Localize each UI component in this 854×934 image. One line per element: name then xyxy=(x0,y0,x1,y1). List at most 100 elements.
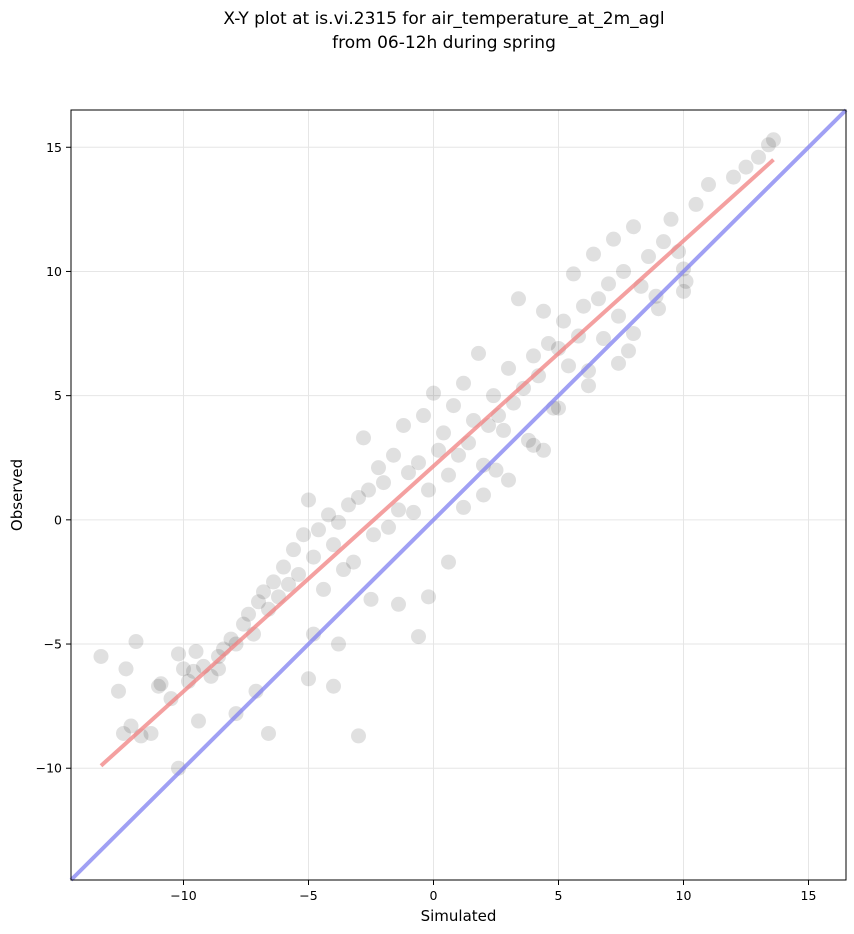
scatter-point xyxy=(688,196,704,212)
scatter-point xyxy=(111,683,126,699)
scatter-point xyxy=(241,606,256,622)
scatter-point xyxy=(261,725,276,741)
scatter-point xyxy=(586,246,601,262)
scatter-point xyxy=(501,472,516,488)
scatter-point xyxy=(436,425,451,441)
scatter-point xyxy=(616,263,631,279)
scatter-point xyxy=(486,388,501,404)
scatter-point xyxy=(406,504,421,520)
x-tick-label: 15 xyxy=(801,888,817,903)
scatter-point xyxy=(326,678,341,694)
scatter-point xyxy=(521,432,536,448)
scatter-point xyxy=(286,542,301,558)
scatter-point xyxy=(516,380,531,396)
scatter-point xyxy=(331,636,346,652)
scatter-point xyxy=(591,291,606,307)
scatter-point xyxy=(416,408,431,424)
scatter-point xyxy=(511,291,526,307)
scatter-point xyxy=(251,594,266,610)
scatter-point xyxy=(363,591,379,607)
scatter-point xyxy=(401,465,416,481)
scatter-point xyxy=(153,676,169,692)
y-tick-label: 10 xyxy=(46,264,62,279)
scatter-point xyxy=(531,368,546,384)
grid-lines xyxy=(71,110,846,880)
scatter-point xyxy=(536,303,551,319)
scatter-point xyxy=(163,691,179,707)
scatter-point xyxy=(371,460,386,476)
scatter-point xyxy=(411,455,426,471)
scatter-point xyxy=(296,527,311,543)
scatter-point xyxy=(171,646,186,662)
scatter-point xyxy=(256,584,271,600)
scatter-point xyxy=(471,345,486,361)
scatter-point xyxy=(651,301,666,317)
scatter-point xyxy=(411,629,426,645)
scatter-point xyxy=(488,462,504,478)
y-tick-label: 15 xyxy=(46,140,62,155)
scatter-point xyxy=(336,562,351,578)
scatter-point xyxy=(391,502,406,518)
scatter-point xyxy=(321,507,336,523)
scatter-point xyxy=(366,527,381,543)
scatter-point xyxy=(93,648,109,664)
scatter-point xyxy=(501,360,516,376)
x-tick-label: 10 xyxy=(676,888,692,903)
scatter-point xyxy=(236,616,251,632)
scatter-point xyxy=(341,497,356,513)
scatter-point xyxy=(143,725,159,741)
scatter-point xyxy=(726,169,741,185)
scatter-point xyxy=(621,343,636,359)
scatter-point xyxy=(188,643,204,659)
scatter-point xyxy=(738,159,754,175)
scatter-point xyxy=(441,554,456,570)
scatter-point xyxy=(641,249,656,265)
scatter-point xyxy=(396,417,411,433)
scatter-point xyxy=(426,385,441,401)
scatter-point xyxy=(176,661,191,677)
plot-frame xyxy=(70,109,847,881)
scatter-point xyxy=(301,492,316,508)
scatter-point xyxy=(123,718,139,734)
scatter-point xyxy=(626,219,641,235)
scatter-point xyxy=(601,276,616,292)
scatter-point xyxy=(678,273,694,289)
scatter-point xyxy=(421,589,436,605)
y-tick-label: 0 xyxy=(54,512,62,527)
scatter-point xyxy=(381,519,396,535)
scatter-point xyxy=(536,442,551,458)
scatter-point xyxy=(331,514,346,530)
scatter-point xyxy=(128,634,144,650)
scatter-point xyxy=(266,574,281,590)
x-axis-label: Simulated xyxy=(421,907,497,925)
fit-line xyxy=(99,158,775,768)
scatter-point xyxy=(561,358,576,374)
scatter-point xyxy=(496,422,511,438)
scatter-point xyxy=(391,596,406,612)
scatter-point xyxy=(451,447,466,463)
scatter-point xyxy=(656,234,671,250)
scatter-point xyxy=(316,581,331,597)
scatter-point xyxy=(556,313,571,329)
scatter-point xyxy=(421,482,436,498)
y-tick-label: −5 xyxy=(44,637,62,652)
scatter-point xyxy=(476,487,491,503)
x-tick-label: −10 xyxy=(170,888,196,903)
scatter-point xyxy=(611,355,626,371)
x-tick-label: −5 xyxy=(299,888,317,903)
scatter-point xyxy=(291,566,306,582)
scatter-point xyxy=(751,149,766,165)
scatter-point xyxy=(551,400,566,416)
scatter-point xyxy=(701,177,716,193)
x-tick-label: 0 xyxy=(430,888,438,903)
scatter-point xyxy=(386,447,401,463)
y-tick-label: −10 xyxy=(36,761,62,776)
scatter-point xyxy=(361,482,376,498)
scatter-point xyxy=(611,308,626,324)
scatter-point xyxy=(526,437,541,453)
scatter-point xyxy=(526,348,541,364)
scatter-point xyxy=(581,378,596,394)
chart-title-line-1: X-Y plot at is.vi.2315 for air_temperatu… xyxy=(223,9,664,29)
scatter-point xyxy=(376,475,391,491)
scatter-point xyxy=(211,648,226,664)
